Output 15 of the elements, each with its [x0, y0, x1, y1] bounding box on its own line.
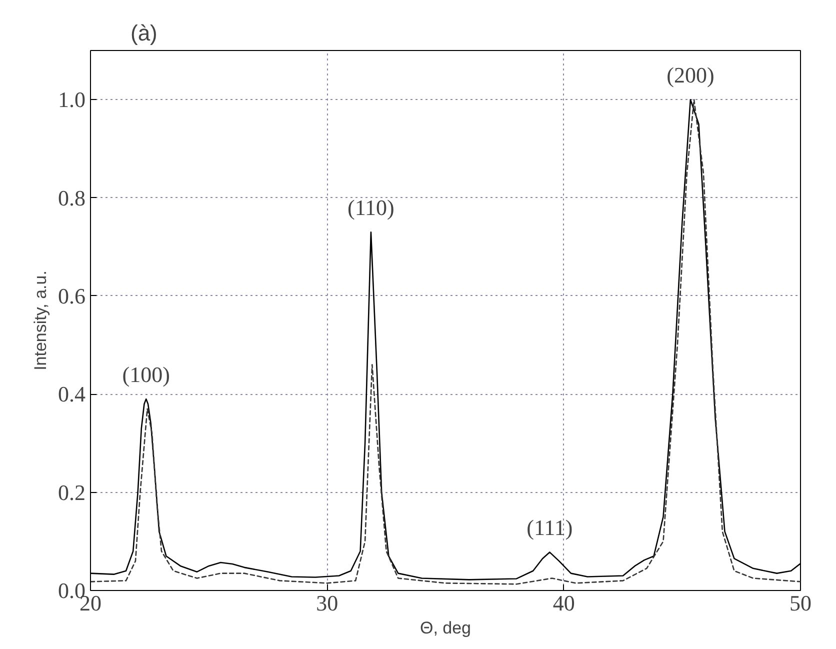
annotation: (110) [348, 195, 394, 220]
y-tick-label: 0.2 [58, 480, 86, 505]
y-tick-label: 0.4 [58, 382, 86, 407]
x-tick-label: 50 [790, 590, 812, 616]
x-tick-label: 30 [316, 590, 338, 616]
x-tick-label: 40 [552, 590, 575, 616]
y-tick-label: 0.8 [58, 185, 86, 210]
chart-title: (à) [130, 20, 158, 46]
x-axis-title: Θ, deg [420, 618, 472, 638]
annotation: (100) [122, 362, 170, 388]
y-tick-label: 0.6 [58, 283, 86, 308]
annotation: (111) [526, 515, 573, 540]
y-tick-label: 1.0 [58, 87, 86, 112]
y-axis-title: Intensity, a.u. [31, 270, 50, 370]
annotation: (200) [666, 62, 714, 88]
